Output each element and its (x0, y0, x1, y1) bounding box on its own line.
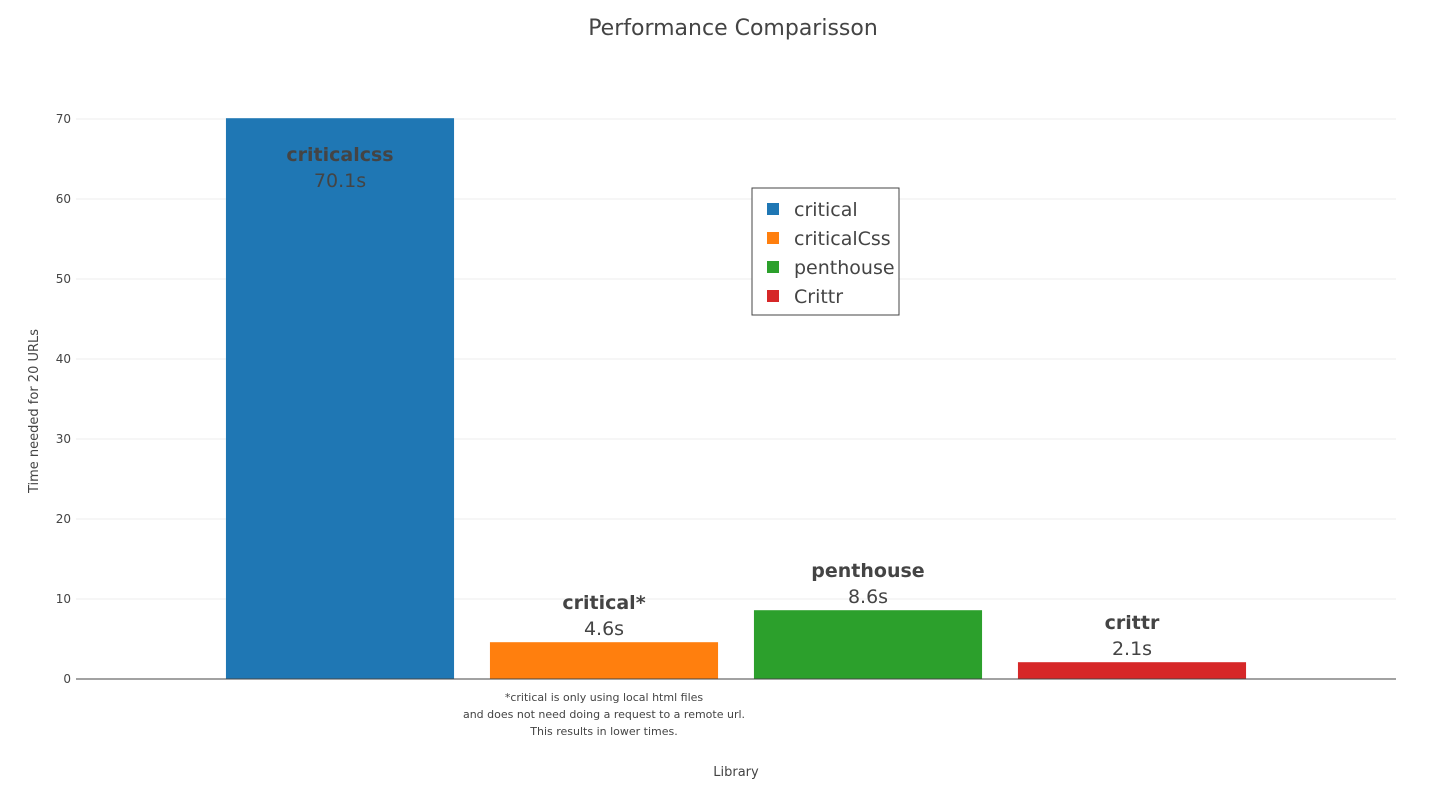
bar-value-label: 2.1s (1112, 638, 1152, 660)
legend-item-label[interactable]: Crittr (794, 286, 843, 308)
bar-crittr[interactable] (1017, 662, 1247, 679)
annotation-line: and does not need doing a request to a r… (463, 708, 745, 721)
bar-critical[interactable] (489, 642, 719, 679)
legend-item-label[interactable]: criticalCss (794, 228, 891, 250)
bar-value-label: 4.6s (584, 618, 624, 640)
legend-item-label[interactable]: critical (794, 199, 858, 221)
axis-layer: 0 10 20 30 40 50 60 70 (56, 112, 1396, 686)
y-tick-label: 50 (56, 272, 71, 286)
chart-title: Performance Comparisson (588, 16, 878, 41)
bar-name-label: criticalcss (286, 144, 393, 166)
legend-swatch (767, 203, 779, 215)
y-tick-label: 30 (56, 432, 71, 446)
bar-layer (225, 118, 1247, 679)
annotation-line: This results in lower times. (529, 725, 678, 738)
bar-name-label: critical* (562, 592, 645, 614)
legend-items: critical criticalCss penthouse Crittr (767, 199, 895, 308)
label-layer: criticalcss 70.1s critical* 4.6s penthouse 8.… (286, 144, 1160, 660)
annotation-layer: *critical is only using local html files… (463, 691, 745, 738)
x-axis-title: Library (713, 765, 759, 780)
legend-swatch (767, 232, 779, 244)
bar-value-label: 70.1s (314, 170, 366, 192)
y-axis-title: Time needed for 20 URLs (27, 329, 42, 494)
y-tick-label: 40 (56, 352, 71, 366)
y-tick-label: 20 (56, 512, 71, 526)
legend-swatch (767, 290, 779, 302)
annotation-line: *critical is only using local html files (505, 691, 704, 704)
legend-swatch (767, 261, 779, 273)
bar-criticalcss[interactable] (225, 118, 455, 679)
bar-penthouse[interactable] (753, 610, 983, 679)
bar-value-label: 8.6s (848, 586, 888, 608)
y-tick-label: 70 (56, 112, 71, 126)
legend-item-label[interactable]: penthouse (794, 257, 895, 279)
y-tick-label: 0 (63, 672, 71, 686)
legend[interactable]: critical criticalCss penthouse Crittr (751, 187, 900, 316)
y-tick-label: 10 (56, 592, 71, 606)
y-tick-label: 60 (56, 192, 71, 206)
bar-name-label: crittr (1105, 612, 1160, 634)
bar-name-label: penthouse (811, 560, 924, 582)
